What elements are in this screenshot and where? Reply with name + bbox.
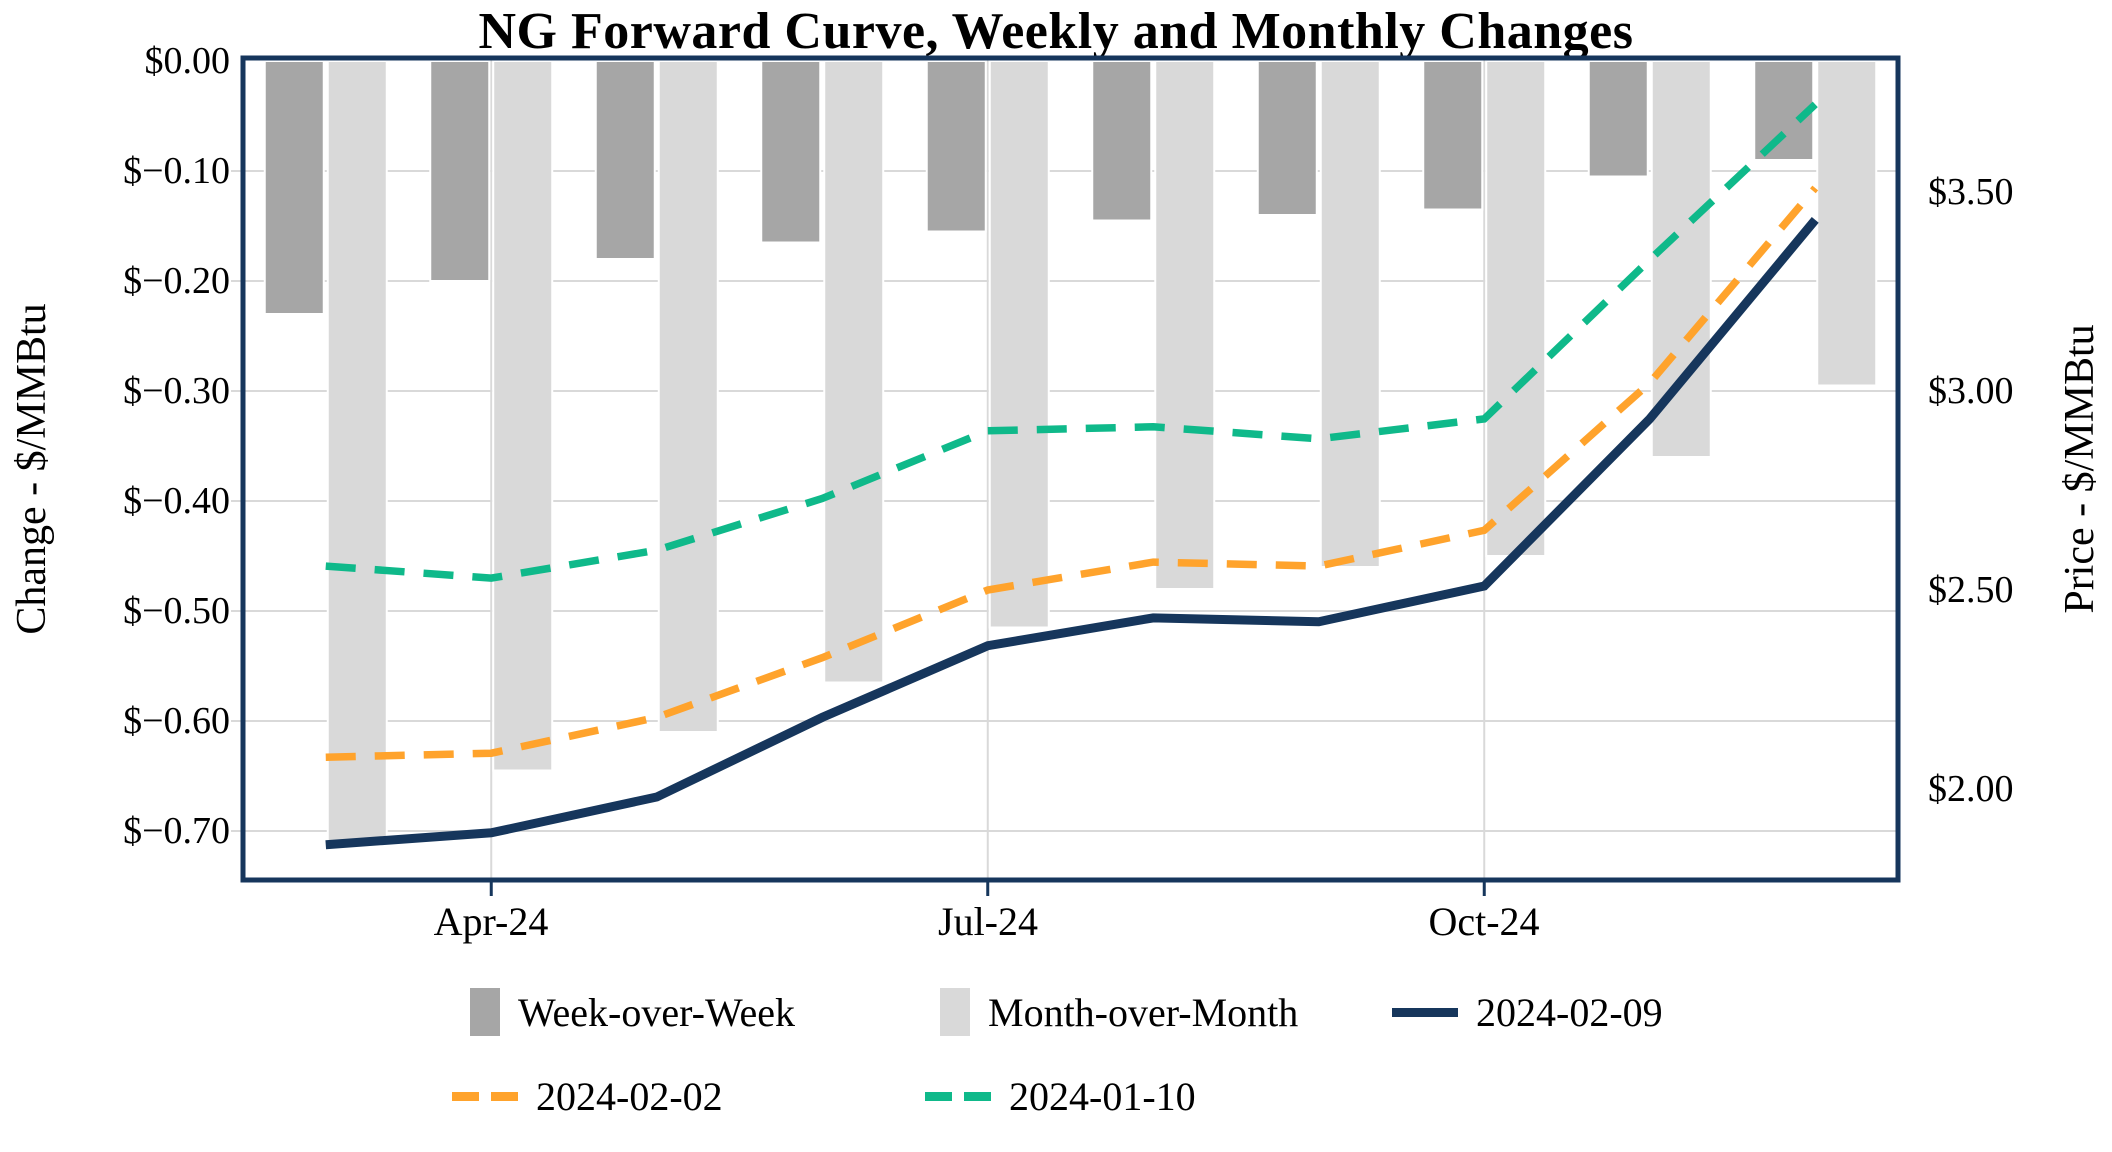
right-axis-tick: $3.50 <box>1928 171 2014 213</box>
left-axis-tick: $−0.10 <box>123 150 230 192</box>
legend-item-2024-02-02: 2024-02-02 <box>452 1064 723 1128</box>
week-over-week-swatch-icon <box>470 988 500 1036</box>
chart-canvas <box>231 55 1901 896</box>
right-axis-tick: $2.50 <box>1928 569 2014 611</box>
left-axis-tick: $−0.40 <box>123 480 230 522</box>
left-axis-tick: $−0.60 <box>123 700 230 742</box>
solid-line-swatch-icon <box>1392 1007 1458 1017</box>
left-axis-tick: $−0.20 <box>123 260 230 302</box>
left-axis-tick: $−0.30 <box>123 370 230 412</box>
left-axis-tick: $−0.50 <box>123 590 230 632</box>
right-axis-tick: $3.00 <box>1928 370 2014 412</box>
x-axis-tick: Oct-24 <box>1428 899 1540 944</box>
plot-area <box>231 55 1901 896</box>
left-axis-tick: $−0.70 <box>123 810 230 852</box>
month-over-month-swatch-icon <box>940 988 970 1036</box>
left-axis-tick: $0.00 <box>144 40 231 82</box>
legend-item-week-over-week: Week-over-Week <box>470 980 795 1044</box>
legend-label: 2024-02-02 <box>536 1073 723 1119</box>
legend-label: Week-over-Week <box>518 989 796 1035</box>
legend-label: 2024-02-09 <box>1476 989 1663 1035</box>
x-axis-tick: Apr-24 <box>433 899 549 944</box>
legend-label: 2024-01-10 <box>1009 1073 1196 1119</box>
legend-item-2024-02-09: 2024-02-09 <box>1392 980 1663 1044</box>
right-axis-tick: $2.00 <box>1928 768 2014 810</box>
x-axis-tick: Jul-24 <box>938 899 1038 944</box>
legend-item-month-over-month: Month-over-Month <box>940 980 1298 1044</box>
dashed-line-swatch-icon <box>452 1091 518 1101</box>
legend-label: Month-over-Month <box>988 989 1299 1035</box>
dashed-line-swatch-icon <box>925 1091 991 1101</box>
legend-item-2024-01-10: 2024-01-10 <box>925 1064 1196 1128</box>
chart-title: NG Forward Curve, Weekly and Monthly Cha… <box>478 3 1634 60</box>
